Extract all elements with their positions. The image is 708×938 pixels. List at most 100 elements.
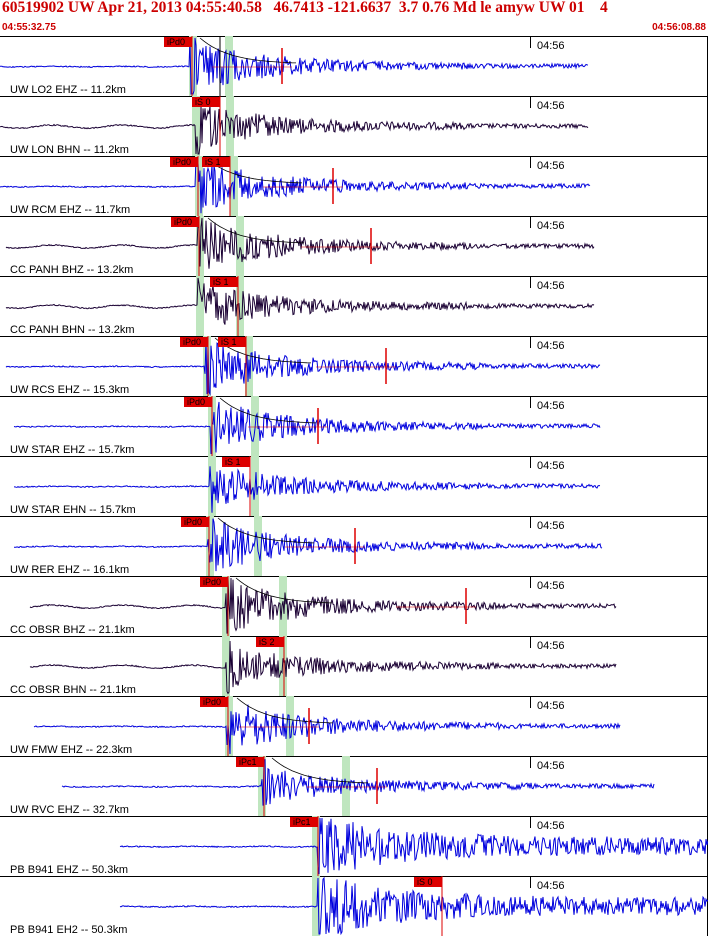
window-start-time: 04:55:32.75 [2,22,56,33]
pick-label: iPd0 [203,697,221,707]
waveform [119,876,708,936]
pick-label: iPd0 [203,577,221,587]
time-tick-label: 04:56 [537,400,565,412]
time-tick-label: 04:56 [537,220,565,232]
trace-row[interactable]: 04:56 iPd0 UW RER EHZ -- 16.1km [0,516,708,576]
time-tick-label: 04:56 [537,520,565,532]
trace-row[interactable]: 04:56 iS 0 PB B941 EH2 -- 50.3km [0,876,708,936]
time-tick-label: 04:56 [537,40,565,52]
s-arrival-band [286,696,294,756]
pick-flag[interactable] [200,697,228,707]
p-arrival-band [192,96,200,156]
station-label: UW LO2 EHZ -- 11.2km [10,84,126,96]
station-label: PB B941 EH2 -- 50.3km [10,924,127,936]
station-label: UW STAR EHN -- 15.7km [10,504,136,516]
p-arrival-band [206,516,214,576]
p-arrival-band [208,456,216,516]
waveform [5,217,595,269]
pick-flag[interactable] [236,757,264,767]
time-tick-label: 04:56 [537,700,565,712]
pick-flag[interactable] [192,97,220,107]
waveform [29,577,617,634]
pick-flag[interactable] [290,817,318,827]
pick-label: iPc1 [239,757,257,767]
pick-label: iS 1 [213,277,229,287]
coda-curve [214,337,312,364]
waveform [14,466,601,513]
seismogram-panel[interactable]: 04:56 iPd0 UW LO2 EHZ -- 11.2km 04:56 iS 0 UW… [0,36,708,938]
time-tick-label: 04:56 [537,100,565,112]
s-arrival-band [279,636,287,696]
waveform [33,704,621,755]
pick-flag[interactable] [256,637,284,647]
trace-row[interactable]: 04:56 iS 2 CC OBSR BHN -- 21.1km [0,636,708,696]
pick-flag[interactable] [202,157,230,167]
pick-label: iPd0 [187,397,205,407]
time-tick-label: 04:56 [537,460,565,472]
pick-label: iS 1 [225,457,241,467]
pick-label: iS 2 [259,637,275,647]
station-label: UW LON BHN -- 11.2km [10,144,129,156]
pick-flag[interactable] [184,397,212,407]
trace-row[interactable]: 04:56 iPd0 CC PANH BHZ -- 13.2km [0,216,708,276]
s-arrival-band [236,216,244,276]
time-tick-label: 04:56 [537,760,565,772]
trace-row[interactable]: 04:56 iS 1 CC PANH BHN -- 13.2km [0,276,708,336]
pick-flag[interactable] [414,877,442,887]
station-label: CC OBSR BHZ -- 21.1km [10,624,135,636]
s-arrival-band [236,276,244,336]
coda-curve [219,397,317,424]
waveform [13,401,601,455]
pick-flag[interactable] [200,577,228,587]
waveform [5,277,595,325]
p-arrival-band [195,156,203,216]
coda-curve [207,217,305,244]
p-arrival-band [312,816,320,876]
station-label: UW RCS EHZ -- 15.3km [10,384,129,396]
time-tick-label: 04:56 [537,880,565,892]
pick-flag[interactable] [222,457,250,467]
station-label: UW RCM EHZ -- 11.7km [10,204,130,216]
waveform [5,337,601,396]
header: 60519902 UW Apr 21, 2013 04:55:40.58 46.… [0,0,708,36]
pick-flag[interactable] [210,277,238,287]
pick-label: iS 1 [221,337,237,347]
waveform [61,759,655,806]
waveform [0,37,589,95]
trace-row[interactable]: 04:56 iPc1 UW RVC EHZ -- 32.7km [0,756,708,816]
coda-curve [199,37,297,64]
trace-row[interactable]: 04:56 iS 1 UW STAR EHN -- 15.7km [0,456,708,516]
trace-row[interactable]: 04:56 iPd0 UW LO2 EHZ -- 11.2km [0,36,708,96]
pick-label: iS 0 [417,877,433,887]
trace-row[interactable]: 04:56 iPd0 CC OBSR BHZ -- 21.1km [0,576,708,636]
station-label: UW RVC EHZ -- 32.7km [10,804,129,816]
trace-row[interactable]: 04:56 iPd0 iS 1 UW RCM EHZ -- 11.7km [0,156,708,216]
station-label: CC OBSR BHN -- 21.1km [10,684,136,696]
pick-flag[interactable] [170,157,198,167]
trace-row[interactable]: 04:56 iPd0 UW STAR EHZ -- 15.7km [0,396,708,456]
trace-row[interactable]: 04:56 iS 0 UW LON BHN -- 11.2km [0,96,708,156]
waveform [14,518,603,572]
coda-curve [271,757,369,784]
trace-row[interactable]: 04:56 iPd0 iS 1 UW RCS EHZ -- 15.3km [0,336,708,396]
p-arrival-band [196,216,204,276]
pick-flag[interactable] [164,37,192,47]
station-label: UW FMW EHZ -- 22.3km [10,744,132,756]
waveform [119,817,708,875]
pick-flag[interactable] [218,337,246,347]
coda-curve [236,697,334,724]
time-tick-label: 04:56 [537,580,565,592]
pick-label: iPd0 [184,517,202,527]
time-tick-label: 04:56 [537,280,565,292]
event-title: 60519902 UW Apr 21, 2013 04:55:40.58 46.… [2,0,608,16]
trace-row[interactable]: 04:56 iPc1 PB B941 EHZ -- 50.3km [0,816,708,876]
pick-flag[interactable] [181,517,209,527]
time-tick-label: 04:56 [537,640,565,652]
p-arrival-band [189,36,197,96]
trace-row[interactable]: 04:56 iPd0 UW FMW EHZ -- 22.3km [0,696,708,756]
pick-flag[interactable] [171,217,199,227]
pick-label: iS 1 [205,157,221,167]
time-tick-label: 04:56 [537,160,565,172]
pick-flag[interactable] [180,337,208,347]
time-tick-label: 04:56 [537,820,565,832]
